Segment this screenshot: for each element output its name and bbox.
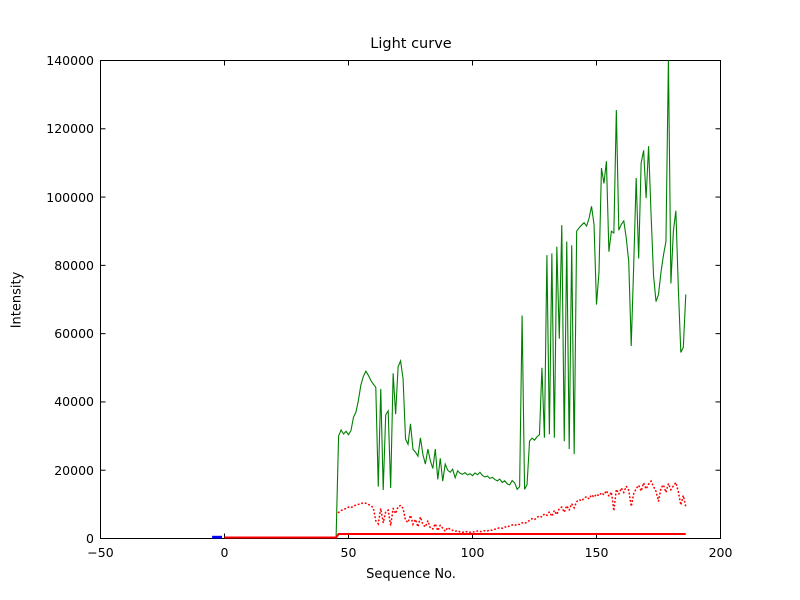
- x-tick-label-50: 50: [340, 545, 357, 560]
- x-tick-label-100: 100: [460, 545, 485, 560]
- x-axis-label: Sequence No.: [366, 567, 456, 582]
- series-baseline: [224, 533, 686, 539]
- y-axis-label: Intensity: [9, 271, 25, 329]
- x-tick-label-150: 150: [584, 545, 609, 560]
- y-tick-label-20000: 20000: [54, 462, 94, 478]
- chart-title: Light curve: [370, 36, 452, 52]
- y-tick-label-100000: 100000: [46, 189, 94, 205]
- y-tick-label-80000: 80000: [54, 257, 94, 273]
- axis-ticks: [100, 60, 721, 539]
- y-tick-label-120000: 120000: [46, 121, 94, 137]
- series-main-intensity: [224, 60, 687, 539]
- y-tick-label-40000: 40000: [54, 394, 94, 410]
- y-tick-label-60000: 60000: [54, 326, 94, 342]
- series-background-intensity: [337, 479, 687, 534]
- axes-frame: [100, 60, 721, 539]
- x-tick-label-neg50: −50: [87, 545, 114, 560]
- y-tick-label-0: 0: [86, 531, 94, 546]
- x-tick-label-0: 0: [220, 545, 229, 560]
- y-tick-label-140000: 140000: [46, 53, 94, 68]
- x-tick-label-200: 200: [708, 545, 733, 560]
